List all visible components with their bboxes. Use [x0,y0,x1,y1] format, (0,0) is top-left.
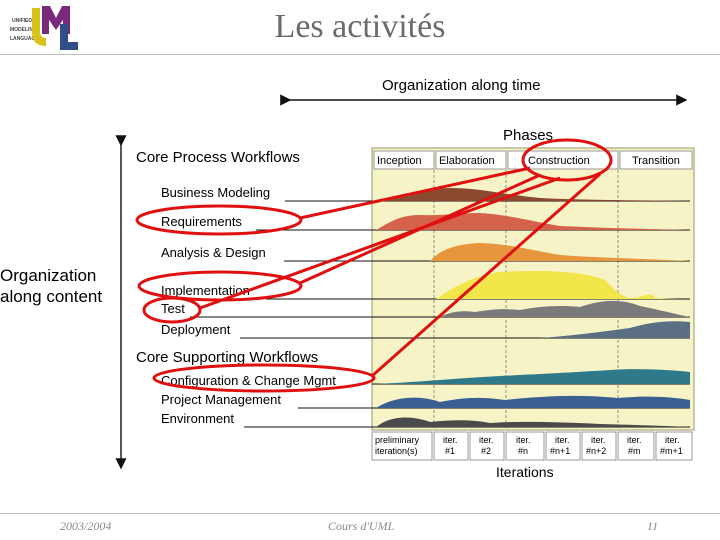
iteration-label-n1a: iter. [555,435,570,445]
environment-activity [376,417,690,427]
workflow-label-business-modeling: Business Modeling [161,185,270,200]
workflow-deployment: Deployment [161,321,690,339]
iteration-cell-n1 [545,431,581,461]
logo-text-line-3: LANGUAGE [10,36,39,42]
workflow-label-test: Test [161,301,185,316]
workflow-project-management: Project Management [161,392,690,409]
iteration-label-1b: #1 [445,446,455,456]
business-modeling-activity [376,188,690,201]
footer-page-number: 11 [647,519,659,533]
iteration-label-nb: #n [518,446,528,456]
iteration-label-2a: iter. [479,435,494,445]
iteration-label-preliminary-1: preliminary [375,435,420,445]
footer-course-name: Cours d'UML [328,519,395,533]
phase-dividers [433,170,619,428]
phase-header-row: Inception Elaboration Construction Trans… [373,150,693,170]
iteration-label-n2a: iter. [591,435,606,445]
iterations-label: Iterations [496,464,554,480]
workflow-label-configuration: Configuration & Change Mgmt [161,373,336,388]
link-configuration [371,172,601,378]
phase-cell-transition [619,150,693,170]
workflow-label-project-management: Project Management [161,392,281,407]
implementation-activity [436,270,690,299]
iteration-cell-m1 [655,431,693,461]
iteration-cell-n2 [581,431,617,461]
footer-divider [0,513,720,514]
project-management-activity [376,395,690,408]
workflow-label-deployment: Deployment [161,322,231,337]
content-axis-label-line-2: along content [0,287,102,306]
iteration-label-na: iter. [516,435,531,445]
phase-cell-inception [373,150,435,170]
iteration-cell-2 [469,431,505,461]
phases-label: Phases [503,127,553,144]
workflow-business-modeling: Business Modeling [161,185,690,202]
iteration-label-m1b: #m+1 [660,446,683,456]
test-activity [440,300,690,317]
iteration-label-n1b: #n+1 [550,446,570,456]
highlight-configuration [152,363,376,393]
logo-text-line-1: UNIFIED [12,18,32,24]
highlight-test [142,296,202,324]
slide-title: Les activités [274,8,446,45]
phase-cell-elaboration [435,150,507,170]
iteration-label-1a: iter. [443,435,458,445]
rup-workflow-diagram: Organization along time Organization alo… [0,77,695,480]
highlight-requirements [135,204,303,236]
highlight-construction [521,138,613,182]
phase-label-transition: Transition [632,155,680,167]
link-test [199,176,561,310]
title-divider [0,54,720,55]
core-process-workflows-label: Core Process Workflows [136,149,300,166]
iteration-cell-m [617,431,655,461]
workflow-label-requirements: Requirements [161,214,242,229]
iteration-label-preliminary-2: iteration(s) [375,446,418,456]
iteration-label-ma: iter. [627,435,642,445]
iteration-label-n2b: #n+2 [586,446,606,456]
iteration-row: preliminary iteration(s) iter. #1 iter. … [371,431,693,461]
iteration-cell-n [505,431,545,461]
iteration-cell-preliminary [371,431,433,461]
workflow-label-implementation: Implementation [161,283,250,298]
phase-label-construction: Construction [528,155,590,167]
logo-u-shape [32,8,46,46]
iteration-cell-1 [433,431,469,461]
core-supporting-workflows-label: Core Supporting Workflows [136,349,318,366]
iteration-label-m1a: iter. [665,435,680,445]
time-axis-label: Organization along time [382,77,540,94]
uml-logo: UNIFIED MODELING LANGUAGE [10,6,78,50]
workflow-label-environment: Environment [161,411,234,426]
iteration-label-mb: #m [628,446,641,456]
workflow-label-analysis-design: Analysis & Design [161,245,266,260]
workflow-configuration: Configuration & Change Mgmt [161,369,690,388]
workflow-environment: Environment [161,411,690,428]
link-requirements [299,166,531,220]
phase-label-elaboration: Elaboration [439,155,495,167]
workflow-implementation: Implementation [161,270,690,300]
configuration-activity [376,369,690,384]
footer-date: 2003/2004 [60,519,112,533]
analysis-design-activity [430,243,690,261]
phase-cell-construction [507,150,619,170]
logo-text-line-2: MODELING [10,27,37,33]
phase-label-inception: Inception [377,155,422,167]
content-axis-label-line-1: Organization [0,266,96,285]
iteration-label-2b: #2 [481,446,491,456]
highlight-annotations [135,138,613,393]
deployment-activity [540,321,690,338]
logo-l-shape [60,24,78,50]
